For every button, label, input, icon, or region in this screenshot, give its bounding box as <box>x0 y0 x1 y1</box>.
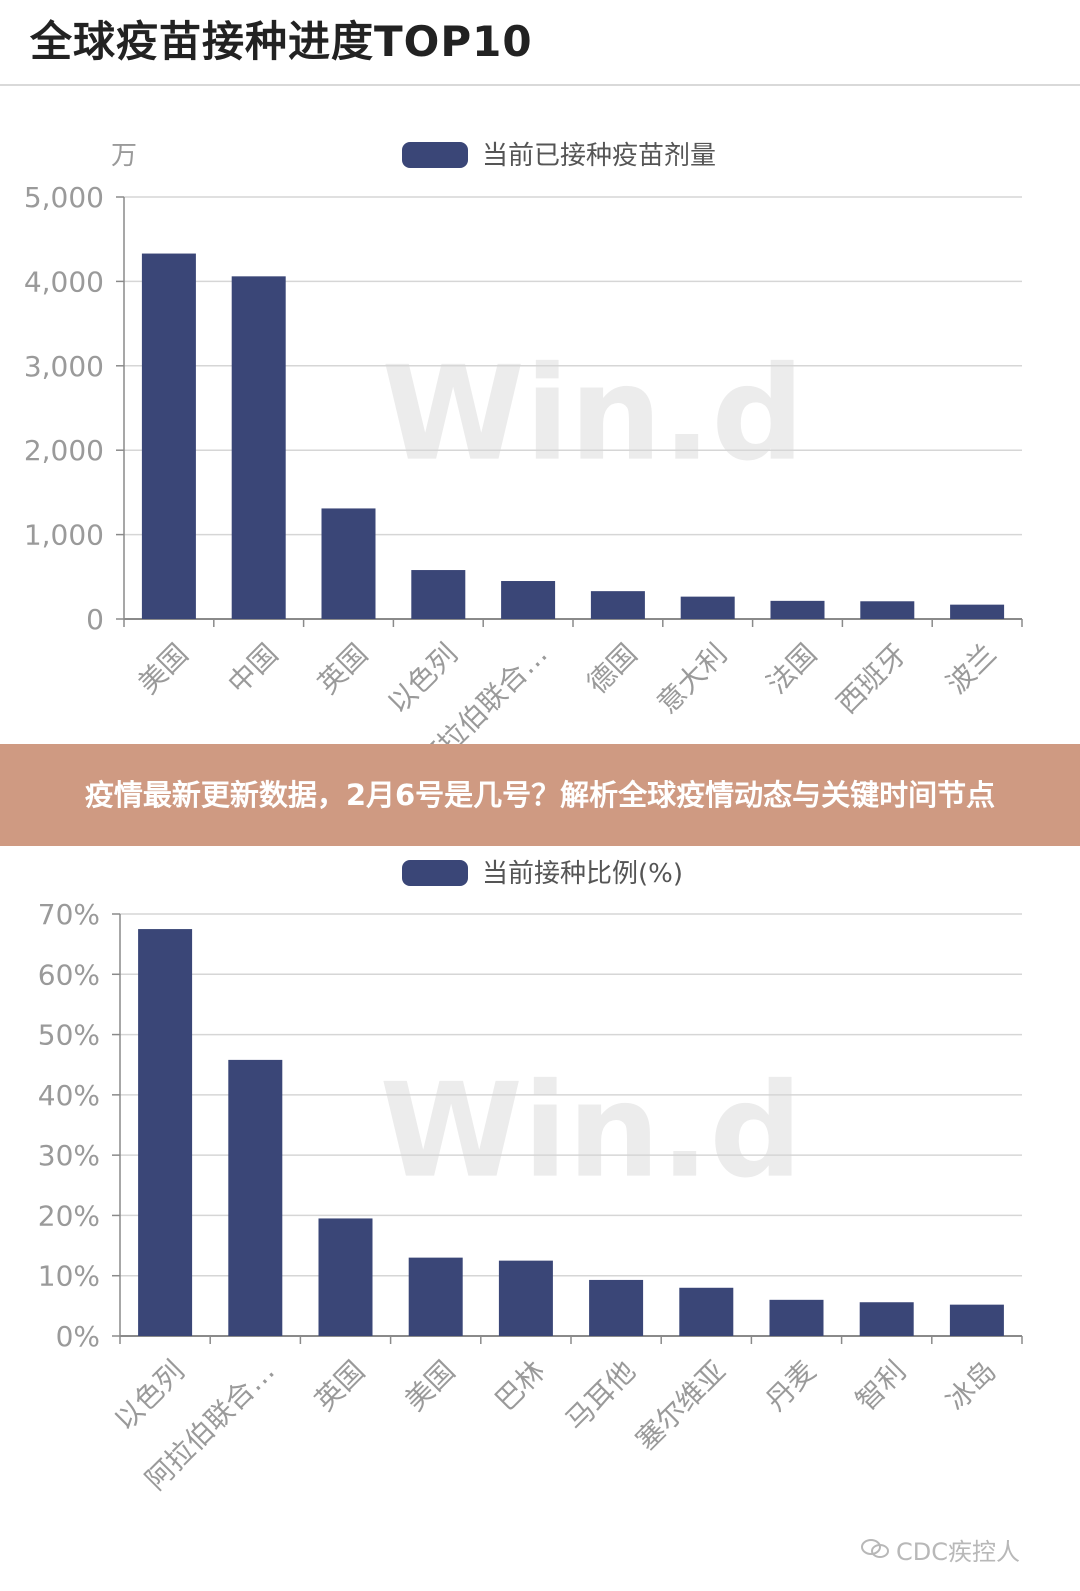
y-tick-label: 4,000 <box>24 265 104 298</box>
x-category-label: 以色列 <box>381 637 464 720</box>
x-category-label: 马耳他 <box>559 1354 642 1437</box>
y-tick-label: 50% <box>38 1019 100 1052</box>
legend-label: 当前接种比例(%) <box>482 859 683 889</box>
y-tick-label: 70% <box>38 898 100 931</box>
wechat-icon <box>860 1538 890 1566</box>
x-category-label: 西班牙 <box>830 637 913 720</box>
bar <box>950 604 1005 619</box>
x-category-label: 智利 <box>849 1354 912 1417</box>
legend-swatch <box>402 860 468 886</box>
bar <box>860 601 915 619</box>
bar <box>770 600 825 619</box>
title-divider <box>0 84 1080 86</box>
x-category-label: 波兰 <box>940 637 1003 700</box>
headline-text: 疫情最新更新数据，2月6号是几号？解析全球疫情动态与关键时间节点 <box>84 778 996 812</box>
y-tick-label: 2,000 <box>24 434 104 467</box>
bar <box>769 1299 824 1336</box>
x-category-label: 英国 <box>308 1354 371 1417</box>
watermark-text: Win.d <box>380 1055 803 1207</box>
footer-credit: CDC疾控人 <box>860 1532 1020 1567</box>
watermark-text: Win.d <box>382 338 805 490</box>
bar <box>318 1218 373 1336</box>
bar <box>589 1279 644 1336</box>
x-category-label: 以色列 <box>108 1354 191 1437</box>
x-category-label: 美国 <box>132 637 195 700</box>
bar <box>859 1302 914 1336</box>
y-tick-label: 0 <box>86 603 104 636</box>
bar <box>679 1287 734 1336</box>
bar <box>231 276 286 619</box>
y-tick-label: 60% <box>38 958 100 991</box>
y-unit-label: 万 <box>111 141 137 171</box>
legend-swatch <box>402 142 468 168</box>
x-category-label: 法国 <box>760 637 823 700</box>
bar <box>949 1304 1004 1336</box>
legend-label: 当前已接种疫苗剂量 <box>482 141 716 171</box>
page-title: 全球疫苗接种进度TOP10 <box>30 17 533 66</box>
bar <box>408 1257 463 1336</box>
x-category-label: 美国 <box>398 1354 461 1417</box>
bar <box>498 1260 553 1336</box>
y-tick-label: 20% <box>38 1199 100 1232</box>
bar <box>228 1059 283 1336</box>
bar <box>321 508 376 619</box>
x-category-label: 中国 <box>221 637 284 700</box>
bar <box>501 581 556 619</box>
x-category-label: 巴林 <box>489 1354 552 1417</box>
y-tick-label: 3,000 <box>24 350 104 383</box>
x-category-label: 冰岛 <box>940 1354 1003 1417</box>
headline-banner: 疫情最新更新数据，2月6号是几号？解析全球疫情动态与关键时间节点 <box>0 744 1080 846</box>
vaccination-rate-chart: Win.d 0% 10% 20% 30% 40% 50% 60% 70% 当前接种比例(%) 以色列… <box>38 859 1023 1496</box>
footer-credit-text: CDC疾控人 <box>896 1538 1020 1566</box>
y-tick-label: 40% <box>38 1079 100 1112</box>
y-tick-label: 1,000 <box>24 519 104 552</box>
bar <box>411 570 466 619</box>
x-category-label: 英国 <box>311 637 374 700</box>
y-tick-label: 0% <box>56 1320 100 1353</box>
bar <box>590 591 645 619</box>
x-category-label: 丹麦 <box>759 1354 822 1417</box>
bar <box>138 929 193 1336</box>
y-tick-label: 10% <box>38 1260 100 1293</box>
bar <box>680 596 735 619</box>
x-category-label: 塞尔维亚 <box>629 1354 732 1457</box>
y-tick-label: 30% <box>38 1139 100 1172</box>
x-category-label: 德国 <box>581 637 644 700</box>
x-category-label: 意大利 <box>651 637 734 720</box>
y-tick-label: 5,000 <box>24 181 104 214</box>
bar <box>141 253 196 619</box>
